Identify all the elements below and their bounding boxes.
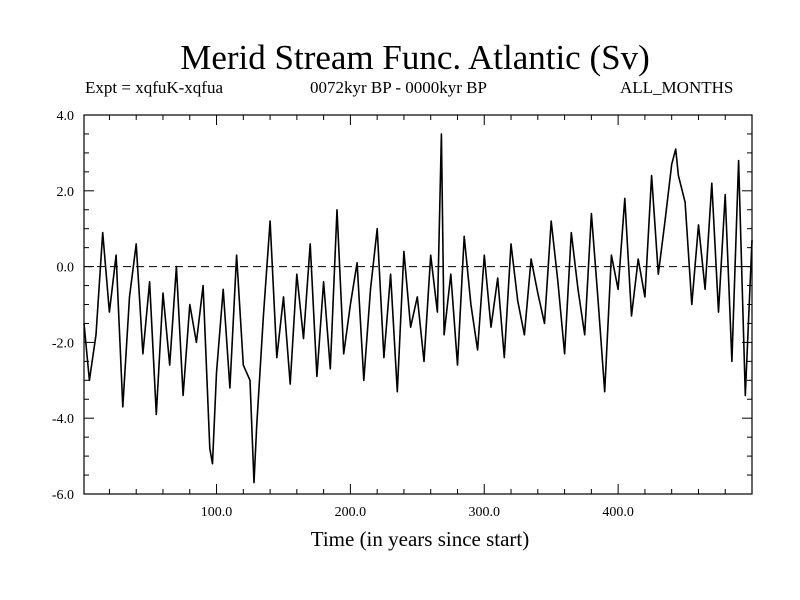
x-tick-label: 100.0 (201, 505, 233, 520)
x-axis-label: Time (in years since start) (310, 527, 530, 551)
y-tick-label: -6.0 (52, 488, 74, 503)
chart-title: Merid Stream Func. Atlantic (Sv) (180, 38, 650, 77)
series-line (83, 133, 753, 484)
x-tick-label: 400.0 (602, 505, 634, 520)
y-tick-label: -2.0 (52, 336, 74, 351)
series-group (83, 133, 753, 484)
y-tick-label: 2.0 (57, 185, 75, 200)
axes: 100.0 200.0 300.0 400.0 -6.0 -4.0 -2.0 0.0 2.0 4.… (52, 109, 753, 520)
x-tick-label: 200.0 (335, 505, 367, 520)
months-label: ALL_MONTHS (620, 78, 734, 97)
time-range-label: 0072kyr BP - 0000kyr BP (310, 78, 487, 97)
y-tick-label: -4.0 (52, 412, 74, 427)
y-tick-label: 4.0 (57, 109, 75, 124)
experiment-label: Expt = xqfuK-xqfua (85, 78, 224, 97)
x-tick-label: 300.0 (469, 505, 501, 520)
y-tick-label: 0.0 (57, 261, 75, 276)
